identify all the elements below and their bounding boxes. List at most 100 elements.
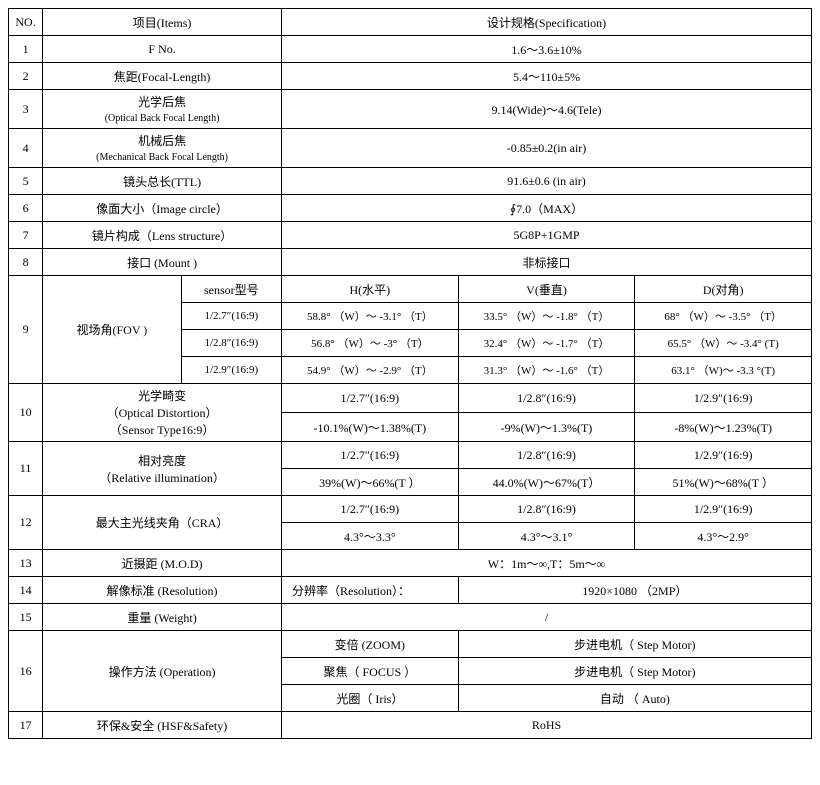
c2v: 44.0%(W)～67%(T） [458, 469, 635, 496]
item: 相对亮度 （Relative illumination） [43, 442, 282, 496]
c1v: 4.3°～3.3° [282, 523, 459, 550]
row-7: 7 镜片构成（Lens structure） 5G8P+1GMP [9, 222, 812, 249]
h-label: H(水平) [282, 276, 459, 303]
v: 33.5° （W）～ -1.8° （T） [458, 303, 635, 330]
no: 10 [9, 384, 43, 442]
l2: （Relative illumination） [99, 471, 225, 485]
l1: 相对亮度 [138, 454, 186, 468]
no: 13 [9, 550, 43, 577]
row-6: 6 像面大小（Image circle） ∮7.0（MAX） [9, 195, 812, 222]
no: 5 [9, 168, 43, 195]
c3v: 4.3°～2.9° [635, 523, 812, 550]
row-8: 8 接口 (Mount ) 非标接口 [9, 249, 812, 276]
row-17: 17 环保&安全 (HSF&Safety) RoHS [9, 712, 812, 739]
c3h: 1/2.9″(16:9) [635, 384, 812, 413]
h: 58.8° （W）～ -3.1° （T） [282, 303, 459, 330]
row-11-h: 11 相对亮度 （Relative illumination） 1/2.7″(1… [9, 442, 812, 469]
c1h: 1/2.7″(16:9) [282, 384, 459, 413]
c2h: 1/2.8″(16:9) [458, 496, 635, 523]
item: 镜头总长(TTL) [43, 168, 282, 195]
spec: 1.6～3.6±10% [282, 36, 812, 63]
no: 15 [9, 604, 43, 631]
col-items: 项目(Items) [43, 9, 282, 36]
no: 14 [9, 577, 43, 604]
l3: （Sensor Type16:9） [110, 423, 215, 437]
item: 镜片构成（Lens structure） [43, 222, 282, 249]
c2h: 1/2.8″(16:9) [458, 384, 635, 413]
c3v: -8%(W)～1.23%(T) [635, 413, 812, 442]
sensor-label: sensor型号 [181, 276, 281, 303]
item: 光学后焦 (Optical Back Focal Length) [43, 90, 282, 129]
row-2: 2 焦距(Focal-Length) 5.4～110±5% [9, 63, 812, 90]
no: 4 [9, 129, 43, 168]
c2v: 4.3°～3.1° [458, 523, 635, 550]
c2h: 1/2.8″(16:9) [458, 442, 635, 469]
item: 像面大小（Image circle） [43, 195, 282, 222]
item: 操作方法 (Operation) [43, 631, 282, 712]
c1h: 1/2.7″(16:9) [282, 442, 459, 469]
v-label: V(垂直) [458, 276, 635, 303]
no: 17 [9, 712, 43, 739]
no: 9 [9, 276, 43, 384]
no: 1 [9, 36, 43, 63]
v: 31.3° （W）～ -1.6° （T） [458, 357, 635, 384]
d: 68° （W）～ -3.5° （T） [635, 303, 812, 330]
item: 重量 (Weight) [43, 604, 282, 631]
col-no: NO. [9, 9, 43, 36]
row-4: 4 机械后焦 (Mechanical Back Focal Length) -0… [9, 129, 812, 168]
no: 3 [9, 90, 43, 129]
no: 2 [9, 63, 43, 90]
no: 8 [9, 249, 43, 276]
row-14: 14 解像标准 (Resolution) 分辨率（Resolution）： 19… [9, 577, 812, 604]
spec: W：1m～∞,T：5m～∞ [282, 550, 812, 577]
item: 最大主光线夹角（CRA） [43, 496, 282, 550]
l2b: 步进电机（ Step Motor) [458, 658, 811, 685]
spec: RoHS [282, 712, 812, 739]
row-12-h: 12 最大主光线夹角（CRA） 1/2.7″(16:9) 1/2.8″(16:9… [9, 496, 812, 523]
spec: ∮7.0（MAX） [282, 195, 812, 222]
l1b: 步进电机（ Step Motor) [458, 631, 811, 658]
res-label: 分辨率（Resolution）： [282, 577, 459, 604]
row-5: 5 镜头总长(TTL) 91.6±0.6 (in air) [9, 168, 812, 195]
item-cn: 光学后焦 [138, 95, 186, 109]
item: 机械后焦 (Mechanical Back Focal Length) [43, 129, 282, 168]
row-1: 1 F No. 1.6～3.6±10% [9, 36, 812, 63]
l3b: 自动 （ Auto) [458, 685, 811, 712]
sensor: 1/2.9″(16:9) [181, 357, 281, 384]
c3h: 1/2.9″(16:9) [635, 442, 812, 469]
spec: 91.6±0.6 (in air) [282, 168, 812, 195]
spec: -0.85±0.2(in air) [282, 129, 812, 168]
item-en: (Optical Back Focal Length) [105, 113, 220, 124]
l1a: 变倍 (ZOOM) [282, 631, 459, 658]
row-15: 15 重量 (Weight) / [9, 604, 812, 631]
sensor: 1/2.7″(16:9) [181, 303, 281, 330]
res-val: 1920×1080 （2MP） [458, 577, 811, 604]
l2a: 聚焦（ FOCUS ） [282, 658, 459, 685]
h: 54.9° （W）～ -2.9° （T） [282, 357, 459, 384]
h: 56.8° （W）～ -3° （T） [282, 330, 459, 357]
item: 焦距(Focal-Length) [43, 63, 282, 90]
no: 6 [9, 195, 43, 222]
item-cn: 机械后焦 [138, 134, 186, 148]
c2v: -9%(W)～1.3%(T) [458, 413, 635, 442]
c3h: 1/2.9″(16:9) [635, 496, 812, 523]
l1: 光学畸变 [138, 389, 186, 403]
row-10-h: 10 光学畸变 （Optical Distortion） （Sensor Typ… [9, 384, 812, 413]
spec: 5.4～110±5% [282, 63, 812, 90]
c1h: 1/2.7″(16:9) [282, 496, 459, 523]
no: 7 [9, 222, 43, 249]
c1v: -10.1%(W)～1.38%(T) [282, 413, 459, 442]
spec: 5G8P+1GMP [282, 222, 812, 249]
item-en: (Mechanical Back Focal Length) [96, 152, 228, 163]
item: 光学畸变 （Optical Distortion） （Sensor Type16… [43, 384, 282, 442]
row-9-header: 9 视场角(FOV ) sensor型号 H(水平) V(垂直) D(对角) [9, 276, 812, 303]
header-row: NO. 项目(Items) 设计规格(Specification) [9, 9, 812, 36]
d: 65.5° （W）～ -3.4° (T) [635, 330, 812, 357]
d: 63.1° （W)～ -3.3 °(T) [635, 357, 812, 384]
c3v: 51%(W)～68%(T ） [635, 469, 812, 496]
spec: 9.14(Wide)～4.6(Tele) [282, 90, 812, 129]
item: 环保&安全 (HSF&Safety) [43, 712, 282, 739]
row-13: 13 近摄距 (M.O.D) W：1m～∞,T：5m～∞ [9, 550, 812, 577]
v: 32.4° （W）～ -1.7° （T） [458, 330, 635, 357]
item: 视场角(FOV ) [43, 276, 182, 384]
